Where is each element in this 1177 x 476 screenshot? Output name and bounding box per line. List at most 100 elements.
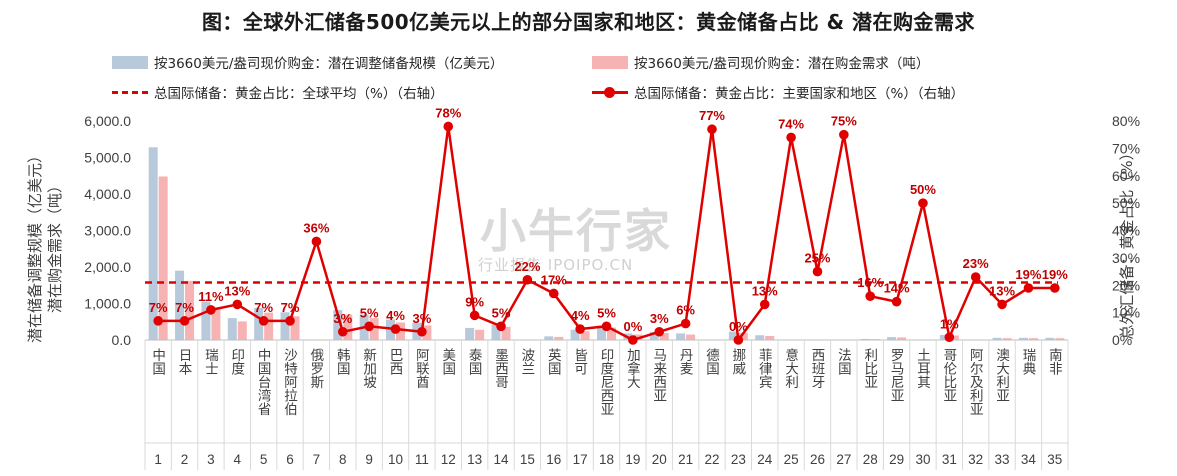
category-index-label: 10	[388, 452, 403, 467]
legend-main-label: 总国际储备：黄金占比：主要国家和地区（%）（右轴）	[634, 86, 965, 102]
gold-share-data-label: 3%	[413, 311, 432, 326]
chart-title: 图：全球外汇储备500亿美元以上的部分国家和地区：黄金储备占比 & 潜在购金需求	[201, 10, 976, 34]
category-label: 阿联酋	[413, 348, 430, 389]
gold-share-data-label: 0%	[729, 319, 748, 334]
gold-share-data-label: 25%	[804, 251, 830, 266]
bar-reserve-adjustment	[992, 337, 1002, 340]
category-index-label: 16	[546, 452, 561, 467]
category-label: 新加坡	[360, 348, 377, 389]
bar-reserve-adjustment	[728, 331, 738, 340]
gold-share-data-label: 6%	[676, 303, 695, 318]
bar-gold-demand	[580, 331, 590, 340]
category-index-label: 30	[915, 452, 930, 467]
category-index-label: 25	[784, 452, 799, 467]
category-label: 俄罗斯	[307, 348, 324, 390]
y-axis-left-title-line2: 潜在购金需求（吨）	[46, 178, 64, 313]
gold-share-point	[997, 299, 1007, 310]
category-index-label: 33	[995, 452, 1010, 467]
category-label: 印度尼西亚	[598, 348, 615, 416]
bar-reserve-adjustment	[1045, 337, 1055, 340]
bar-gold-demand	[949, 335, 959, 340]
category-label: 墨西哥	[492, 348, 509, 389]
category-label: 丹麦	[677, 348, 694, 375]
gold-share-point	[390, 324, 401, 334]
category-label: 哥伦比亚	[940, 348, 957, 402]
right-tick-label: 50%	[1112, 195, 1140, 211]
legend-bar2-label: 按3660美元/盎司现价购金：潜在购金需求（吨）	[634, 56, 930, 72]
bar-reserve-adjustment	[887, 337, 897, 340]
gold-share-point	[522, 274, 533, 285]
category-index-label: 29	[889, 452, 904, 467]
bar-reserve-adjustment	[1018, 337, 1028, 340]
legend-main-line: 总国际储备：黄金占比：主要国家和地区（%）（右轴）	[592, 82, 964, 102]
gold-share-data-label: 74%	[778, 116, 804, 131]
right-tick-label: 20%	[1112, 277, 1140, 293]
gold-share-data-label: 23%	[963, 256, 989, 271]
category-index-label: 3	[207, 452, 215, 467]
category-label: 美国	[439, 348, 456, 376]
gold-share-point	[601, 321, 612, 332]
gold-share-data-label: 5%	[492, 305, 511, 320]
left-tick-label: 5,000.0	[84, 150, 131, 166]
bar-gold-demand	[686, 334, 696, 340]
category-label: 沙特阿拉伯	[281, 348, 298, 416]
gold-share-data-label: 13%	[752, 283, 778, 298]
bar-reserve-adjustment	[175, 270, 185, 340]
category-label: 印度	[228, 348, 245, 376]
category-label: 韩国	[334, 348, 351, 376]
category-index-label: 21	[678, 452, 693, 467]
category-index-label: 13	[467, 452, 482, 467]
category-label: 日本	[176, 348, 193, 375]
category-label: 西班牙	[808, 348, 825, 390]
gold-share-point	[232, 299, 243, 310]
left-tick-label: 4,000.0	[84, 186, 131, 202]
left-tick-label: 3,000.0	[84, 223, 131, 239]
category-index-label: 23	[731, 452, 746, 467]
gold-share-data-label: 3%	[650, 311, 669, 326]
category-index-label: 9	[365, 452, 373, 467]
category-index-label: 14	[493, 452, 509, 467]
gold-share-data-label: 77%	[699, 108, 725, 123]
category-label: 波兰	[518, 348, 535, 375]
gold-share-data-label: 11%	[198, 289, 224, 304]
category-label: 阿尔及利亚	[967, 348, 984, 416]
bar-reserve-adjustment	[939, 334, 949, 340]
gold-share-point	[443, 121, 454, 132]
gold-share-data-label: 50%	[910, 182, 936, 197]
gold-share-point	[918, 198, 928, 208]
bar-gold-demand	[1055, 338, 1065, 340]
gold-share-point	[1050, 283, 1060, 293]
category-label: 德国	[703, 348, 720, 376]
bar-gold-demand	[369, 318, 379, 340]
category-label: 中国台湾省	[255, 348, 272, 416]
category-index-label: 4	[234, 452, 242, 467]
category-index-label: 19	[625, 452, 640, 467]
category-label: 澳大利亚	[993, 348, 1010, 402]
category-label: 英国	[545, 347, 562, 376]
bar-reserve-adjustment	[676, 333, 686, 340]
category-index-label: 17	[573, 452, 588, 467]
category-index-label: 34	[1021, 452, 1037, 467]
gold-share-data-label: 75%	[831, 114, 857, 129]
legend-avg-swatch	[112, 90, 148, 94]
bar-gold-demand	[185, 280, 195, 340]
bar-reserve-adjustment	[649, 331, 659, 340]
gold-share-data-label: 7%	[254, 300, 273, 315]
bar-reserve-adjustment	[148, 147, 158, 340]
gold-share-point	[812, 266, 823, 277]
gold-share-point	[206, 305, 216, 315]
category-label: 利比亚	[861, 348, 878, 389]
legend-bar1: 按3660美元/盎司现价购金：潜在调整储备规模（亿美元）	[112, 52, 503, 72]
category-label: 罗马尼亚	[888, 348, 905, 402]
gold-share-point	[548, 288, 559, 299]
gold-share-point	[944, 332, 955, 343]
gold-share-data-label: 0%	[623, 319, 642, 334]
gold-share-data-label: 78%	[435, 105, 461, 120]
gold-share-point	[496, 321, 506, 332]
legend-bar1-swatch	[112, 55, 148, 69]
category-label: 法国	[835, 348, 852, 376]
gold-share-point	[311, 236, 322, 247]
bar-gold-demand	[607, 327, 616, 340]
bar-gold-demand	[501, 326, 511, 340]
bar-gold-demand	[659, 333, 669, 340]
